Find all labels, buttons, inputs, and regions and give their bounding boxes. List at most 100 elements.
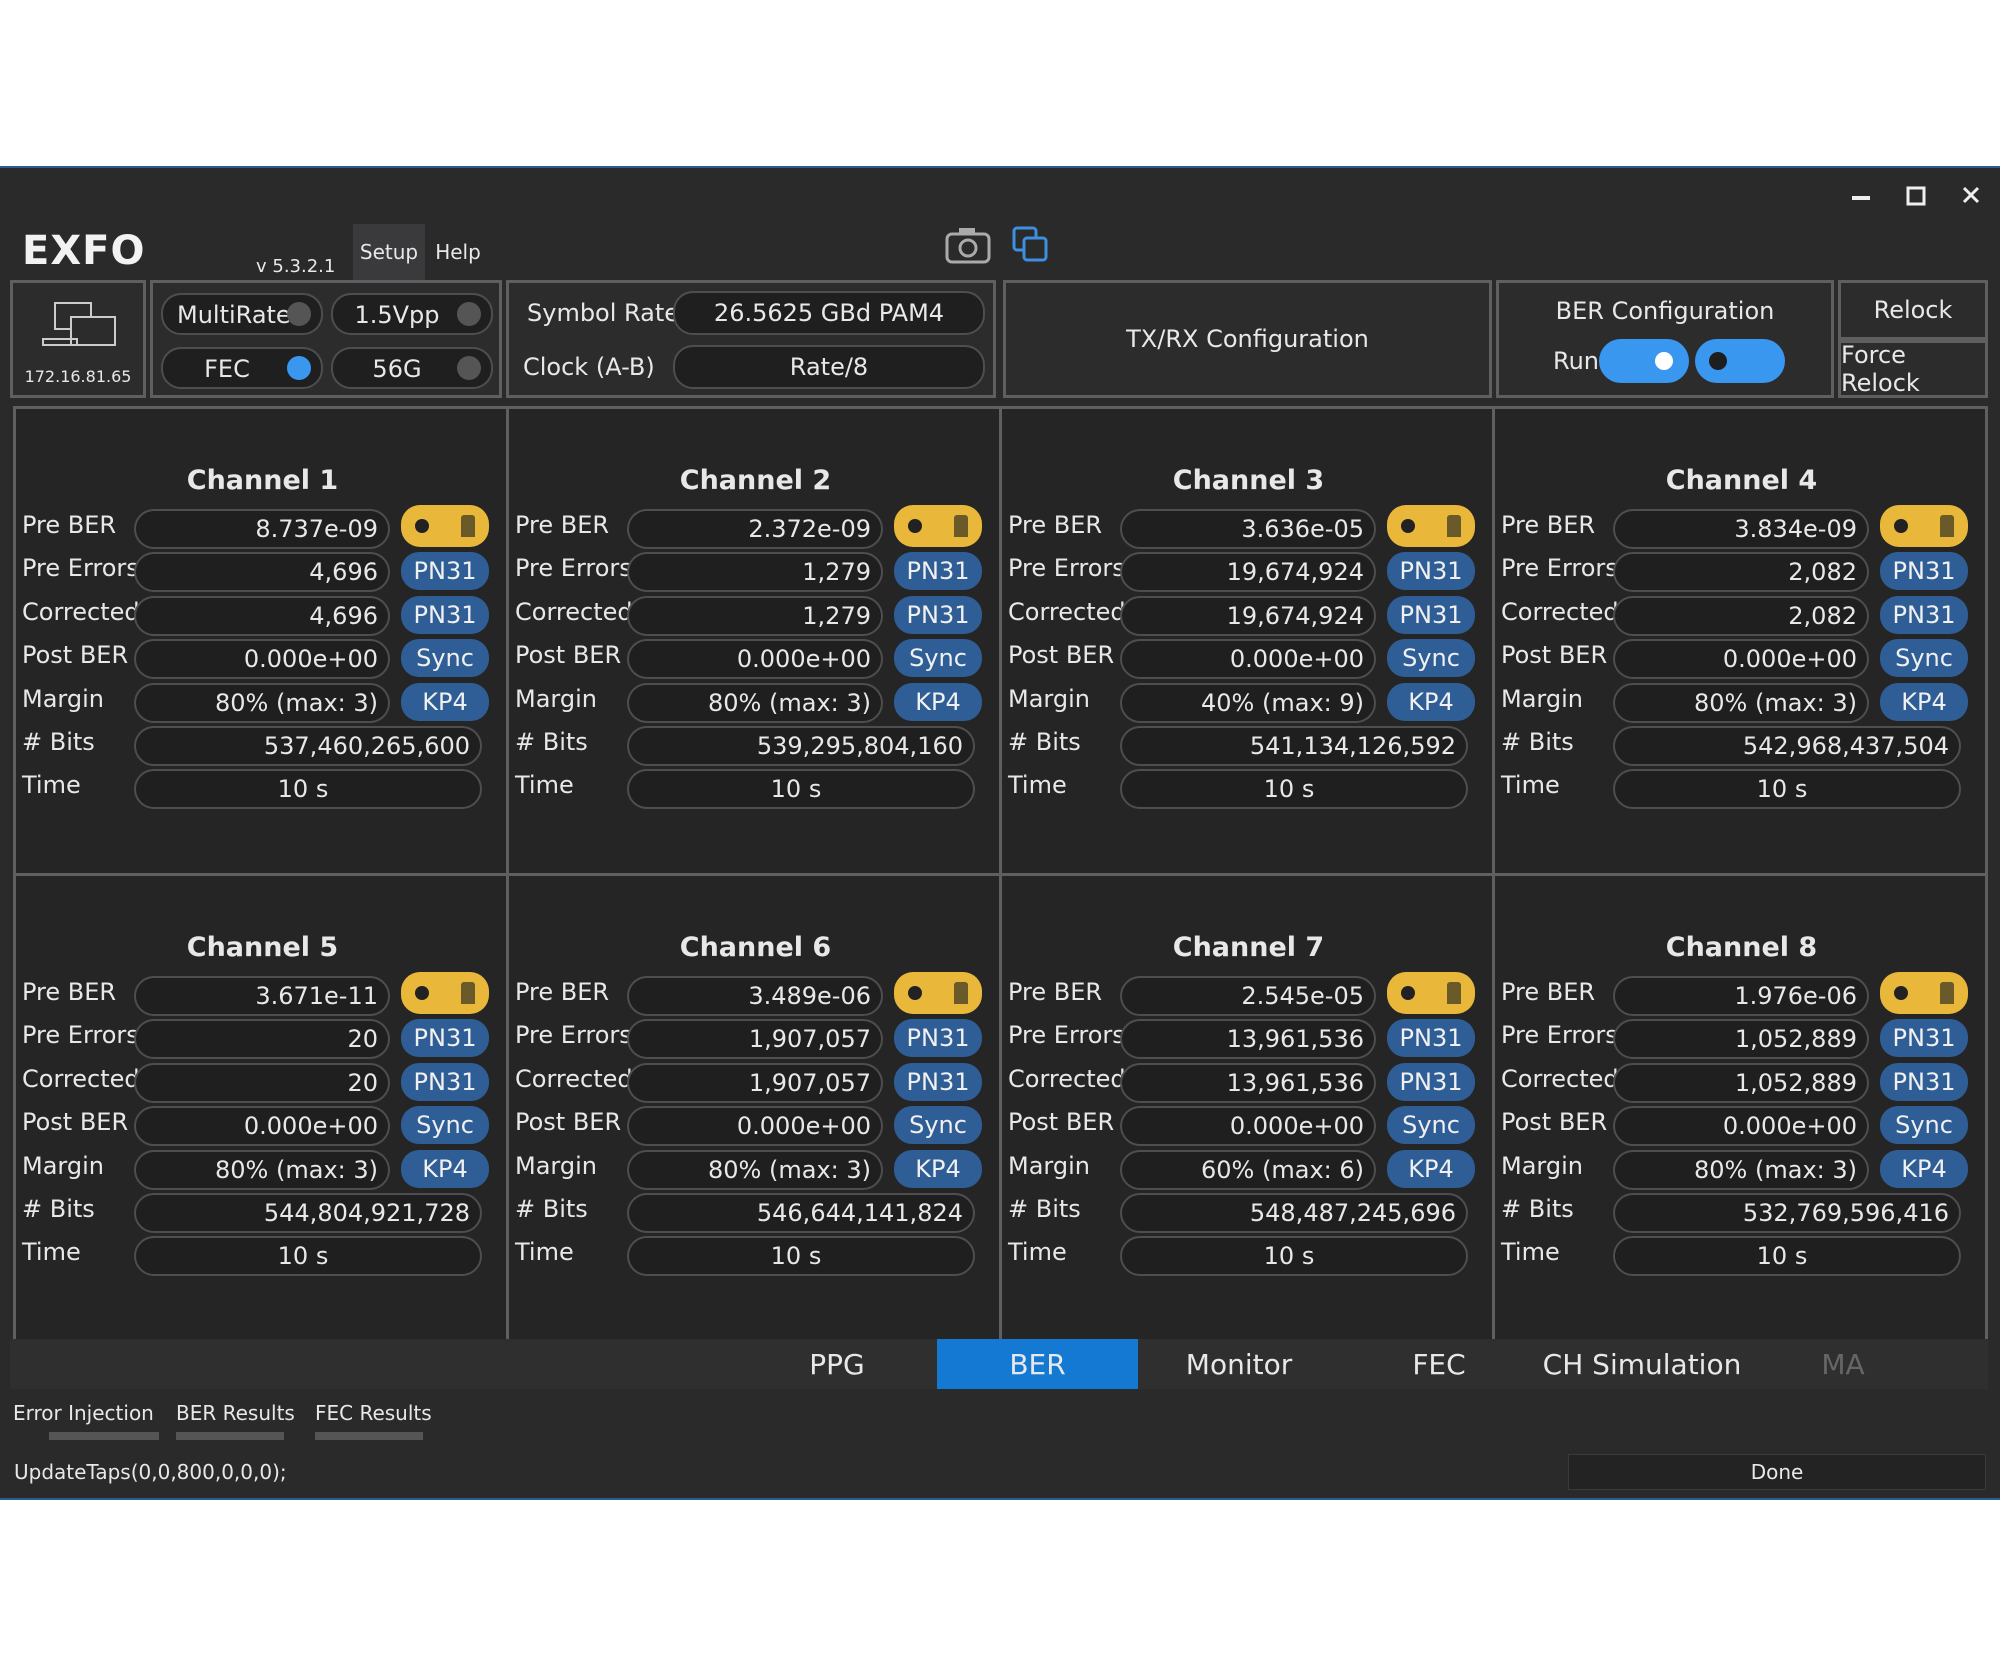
status-badge[interactable]: KP4	[894, 682, 982, 721]
toolbar-icons[interactable]	[944, 224, 1054, 268]
status-badge[interactable]: Sync	[401, 1106, 489, 1145]
clear-toggle[interactable]	[1880, 972, 1968, 1014]
toggle-knob	[908, 986, 922, 1000]
status-badge[interactable]: PN31	[1880, 1019, 1968, 1058]
rate-box: Symbol Rate 26.5625 GBd PAM4 Clock (A-B) Ra…	[506, 280, 996, 398]
status-badge[interactable]: PN31	[1387, 1062, 1475, 1101]
row-label: Pre Errors	[22, 554, 139, 583]
value-field: 4,696	[134, 595, 390, 636]
value-field: 1,907,057	[627, 1062, 883, 1103]
value-field: 0.000e+00	[1120, 639, 1376, 680]
row-label: Pre BER	[22, 978, 117, 1006]
tab[interactable]: CH Simulation	[1542, 1347, 1742, 1381]
option-toggle[interactable]: MultiRate	[161, 293, 323, 335]
status-badge[interactable]: PN31	[1387, 552, 1475, 591]
row-label: Time	[515, 771, 574, 800]
status-badge[interactable]: KP4	[894, 1149, 982, 1188]
subtab[interactable]: BER Results	[176, 1401, 295, 1425]
subtab-underline	[315, 1432, 423, 1440]
clear-toggle[interactable]	[894, 972, 982, 1014]
value-field: 0.000e+00	[1120, 1106, 1376, 1147]
status-badge[interactable]: PN31	[894, 1019, 982, 1058]
status-badge[interactable]: Sync	[401, 639, 489, 678]
tab[interactable]: Monitor	[1185, 1347, 1293, 1381]
clear-toggle[interactable]	[1387, 972, 1475, 1014]
value-field: 80% (max: 3)	[134, 1149, 390, 1190]
force-relock-button[interactable]: Force Relock	[1838, 340, 1988, 398]
status-badge[interactable]: KP4	[401, 682, 489, 721]
status-badge[interactable]: PN31	[401, 552, 489, 591]
clear-toggle[interactable]	[1387, 505, 1475, 547]
status-badge[interactable]: PN31	[894, 552, 982, 591]
clear-toggle[interactable]	[894, 505, 982, 547]
toggle-knob	[1894, 986, 1908, 1000]
app-window: EXFO v 5.3.2.1 Setup Help 172.16.81.65 MultiR…	[0, 166, 2000, 1500]
option-toggle[interactable]: 1.5Vpp	[331, 293, 493, 335]
status-badge[interactable]: PN31	[1387, 1019, 1475, 1058]
status-badge[interactable]: KP4	[401, 1149, 489, 1188]
row-label: Corrected	[22, 597, 140, 626]
txrx-box[interactable]: TX/RX Configuration	[1003, 280, 1492, 398]
status-text: UpdateTaps(0,0,800,0,0,0);	[14, 1460, 287, 1484]
run-toggle[interactable]	[1599, 339, 1689, 383]
status-badge[interactable]: PN31	[894, 595, 982, 634]
row-label: Time	[1501, 771, 1560, 800]
run-label: Run	[1553, 347, 1600, 375]
status-badge[interactable]: PN31	[894, 1062, 982, 1101]
status-badge[interactable]: PN31	[1880, 595, 1968, 634]
status-badge[interactable]: KP4	[1880, 682, 1968, 721]
version: v 5.3.2.1	[256, 256, 336, 277]
status-badge[interactable]: Sync	[894, 639, 982, 678]
row-label: Pre BER	[1501, 978, 1596, 1006]
status-badge[interactable]: PN31	[401, 595, 489, 634]
clear-toggle[interactable]	[401, 505, 489, 547]
status-badge[interactable]: Sync	[1387, 639, 1475, 678]
channel-card: Channel 4 Pre BER 3.834e-09 Pre Errors 2,082…	[1492, 406, 1988, 876]
row-label: Margin	[22, 1151, 104, 1180]
status-badge[interactable]: PN31	[1387, 595, 1475, 634]
status-badge[interactable]: PN31	[1880, 1062, 1968, 1101]
menu-item[interactable]: Help	[435, 240, 481, 264]
option-toggle[interactable]: 56G	[331, 347, 493, 389]
value-field: 10 s	[1613, 1236, 1961, 1277]
status-badge[interactable]: PN31	[401, 1019, 489, 1058]
symbol-rate[interactable]: 26.5625 GBd PAM4	[673, 291, 985, 335]
clear-toggle[interactable]	[401, 972, 489, 1014]
status-badge[interactable]: KP4	[1387, 682, 1475, 721]
status-badge[interactable]: Sync	[1880, 639, 1968, 678]
value-field: 80% (max: 3)	[627, 682, 883, 723]
subtab[interactable]: Error Injection	[13, 1401, 154, 1425]
ber-config-title: BER Configuration	[1555, 297, 1775, 325]
channel-card: Channel 6 Pre BER 3.489e-06 Pre Errors 1,907…	[506, 873, 1002, 1343]
tab[interactable]: PPG	[809, 1347, 865, 1381]
status-badge[interactable]: PN31	[1880, 552, 1968, 591]
clear-toggle[interactable]	[1880, 505, 1968, 547]
value-field: 532,769,596,416	[1613, 1193, 1961, 1233]
option-toggle[interactable]: FEC	[161, 347, 323, 389]
status-badge[interactable]: Sync	[1880, 1106, 1968, 1145]
value-field: 2,082	[1613, 552, 1869, 593]
relock-button[interactable]: Relock	[1838, 280, 1988, 340]
window-controls[interactable]	[1840, 178, 1990, 218]
row-label: Corrected	[1501, 1064, 1619, 1093]
row-label: Pre BER	[1008, 511, 1103, 539]
row-label: Post BER	[515, 641, 622, 670]
status-badge[interactable]: Sync	[1387, 1106, 1475, 1145]
value-field: 541,134,126,592	[1120, 726, 1468, 766]
clear-toggle[interactable]	[1695, 339, 1785, 383]
tab[interactable]: BER	[937, 1339, 1138, 1389]
clock[interactable]: Rate/8	[673, 345, 985, 389]
value-field: 10 s	[627, 769, 975, 810]
toggle-knob	[1894, 519, 1908, 533]
value-field: 10 s	[134, 1236, 482, 1277]
status-badge[interactable]: Sync	[894, 1106, 982, 1145]
tab[interactable]: FEC	[1412, 1347, 1466, 1381]
value-field: 8.737e-09	[134, 509, 390, 549]
subtab[interactable]: FEC Results	[315, 1401, 432, 1425]
status-badge[interactable]: KP4	[1387, 1149, 1475, 1188]
menu-item[interactable]: Setup	[353, 224, 425, 280]
status-badge[interactable]: PN31	[401, 1062, 489, 1101]
status-badge[interactable]: KP4	[1880, 1149, 1968, 1188]
tab[interactable]: MA	[1821, 1347, 1865, 1381]
